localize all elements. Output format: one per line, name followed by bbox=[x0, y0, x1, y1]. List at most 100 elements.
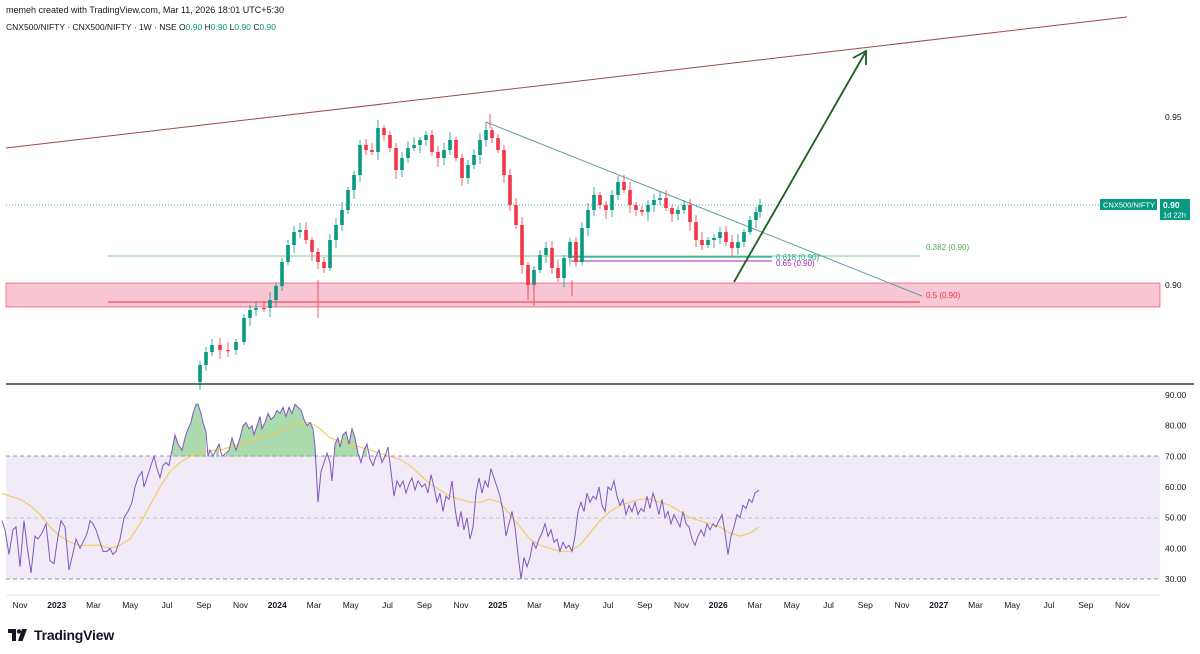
candle-body-18 bbox=[310, 240, 314, 252]
candle-body-29 bbox=[376, 128, 380, 152]
candle-body-49 bbox=[496, 138, 500, 150]
candle-body-72 bbox=[634, 205, 638, 210]
candle-body-80 bbox=[682, 205, 686, 210]
time-tick-5: Sep bbox=[196, 600, 211, 610]
candle-body-25 bbox=[352, 175, 356, 190]
candle-body-91 bbox=[748, 220, 752, 232]
candle-body-69 bbox=[616, 182, 620, 195]
fib-5-label: 0.5 (0.90) bbox=[926, 291, 961, 300]
tradingview-logo-icon bbox=[8, 629, 27, 641]
ohlc-open: 0.90 bbox=[185, 22, 203, 32]
candle-body-4 bbox=[218, 345, 222, 350]
candle-body-1 bbox=[198, 365, 202, 382]
tradingview-footer[interactable]: TradingView bbox=[8, 626, 114, 644]
candle-body-17 bbox=[304, 230, 308, 240]
time-tick-23: Sep bbox=[858, 600, 873, 610]
ohlc-high: 0.90 bbox=[210, 22, 228, 32]
candle-body-45 bbox=[472, 155, 476, 165]
candle-body-58 bbox=[550, 248, 554, 268]
price-tag-value: 0.90 bbox=[1163, 200, 1180, 210]
time-axis[interactable]: Nov 2023 Mar May Jul Sep Nov 2024 Mar May Jul Sep No… bbox=[12, 600, 1130, 610]
candle-body-15 bbox=[292, 232, 296, 245]
candle-body-33 bbox=[400, 158, 404, 170]
candle-body-27 bbox=[364, 145, 368, 150]
candle-body-11 bbox=[268, 300, 272, 308]
ohlc-low-label: L bbox=[229, 22, 235, 32]
candle-body-36 bbox=[418, 140, 422, 145]
candle-body-90 bbox=[742, 232, 746, 242]
time-tick-10: Jul bbox=[382, 600, 393, 610]
candle-body-52 bbox=[514, 205, 518, 225]
candle-body-92 bbox=[754, 212, 758, 220]
candle-body-38 bbox=[430, 135, 434, 152]
projection-arrow[interactable] bbox=[733, 49, 867, 283]
rsi-tick-6: 30.00 bbox=[1165, 574, 1187, 584]
rsi-band-fill bbox=[6, 456, 1160, 579]
rsi-pane bbox=[1, 403, 1160, 580]
candle-body-6 bbox=[234, 342, 238, 350]
rsi-tick-0: 90.00 bbox=[1165, 390, 1187, 400]
rsi-axis[interactable]: 90.00 80.00 70.00 60.00 50.00 40.00 30.00 bbox=[1165, 390, 1187, 584]
candle-body-71 bbox=[628, 190, 632, 205]
candle-body-43 bbox=[460, 158, 464, 178]
candle-body-50 bbox=[502, 150, 506, 175]
chart-header: memeh created with TradingView.com, Mar … bbox=[6, 5, 285, 15]
candle-body-48 bbox=[490, 130, 494, 138]
candle-body-23 bbox=[340, 210, 344, 225]
trend-line-upper[interactable] bbox=[5, 16, 1128, 149]
candle-body-39 bbox=[436, 152, 440, 158]
symbol-legend[interactable]: CNX500/NIFTY · CNX500/NIFTY · 1W · NSE O… bbox=[6, 22, 276, 32]
candle-body-19 bbox=[316, 252, 320, 262]
candle-body-59 bbox=[556, 268, 560, 278]
candle-body-85 bbox=[712, 238, 716, 240]
time-tick-29: Sep bbox=[1078, 600, 1093, 610]
candle-body-68 bbox=[610, 195, 614, 210]
candle-body-44 bbox=[466, 165, 470, 178]
candle-body-77 bbox=[664, 198, 668, 208]
candle-body-3 bbox=[210, 345, 214, 352]
candle-body-46 bbox=[478, 140, 482, 155]
candle-body-61 bbox=[568, 242, 572, 258]
candle-body-14 bbox=[286, 245, 290, 262]
candle-body-65 bbox=[592, 195, 596, 210]
candle-body-9 bbox=[254, 308, 258, 310]
rsi-tick-1: 80.00 bbox=[1165, 421, 1187, 431]
candle-body-64 bbox=[586, 210, 590, 228]
candle-body-84 bbox=[706, 240, 710, 245]
rsi-overbought-fill bbox=[172, 404, 388, 457]
symbol-title: CNX500/NIFTY · CNX500/NIFTY · 1W · NSE bbox=[6, 22, 177, 32]
last-price-tag: CNX500/NIFTY 0.90 1d 22h bbox=[1100, 199, 1190, 220]
candle-body-26 bbox=[358, 145, 362, 175]
candle-body-30 bbox=[382, 128, 386, 135]
descending-trend-line[interactable] bbox=[485, 121, 923, 297]
candle-body-37 bbox=[424, 135, 428, 140]
time-tick-9: May bbox=[343, 600, 360, 610]
time-tick-20: Mar bbox=[748, 600, 763, 610]
fib-65-label: 0.65 (0.90) bbox=[776, 259, 815, 268]
candle-body-10 bbox=[262, 308, 266, 310]
time-tick-28: Jul bbox=[1044, 600, 1055, 610]
price-axis[interactable]: 0.95 0.90 bbox=[1165, 112, 1182, 290]
candle-body-87 bbox=[724, 232, 728, 242]
candle-body-2 bbox=[204, 352, 208, 365]
time-tick-27: May bbox=[1004, 600, 1021, 610]
rsi-tick-3: 60.00 bbox=[1165, 482, 1187, 492]
candle-body-5 bbox=[226, 350, 230, 352]
candle-body-75 bbox=[652, 200, 656, 205]
candle-body-21 bbox=[328, 240, 332, 268]
candles bbox=[198, 114, 762, 390]
candle-body-76 bbox=[658, 198, 662, 200]
ohlc-close: 0.90 bbox=[259, 22, 276, 32]
fib-618-label: 0.618 (0.90) bbox=[776, 253, 819, 262]
candle-body-79 bbox=[676, 210, 680, 214]
candle-body-54 bbox=[526, 265, 530, 285]
time-tick-15: May bbox=[563, 600, 580, 610]
candle-body-88 bbox=[730, 242, 734, 248]
rsi-tick-5: 40.00 bbox=[1165, 543, 1187, 553]
time-tick-7: 2024 bbox=[268, 600, 287, 610]
candle-body-74 bbox=[646, 205, 650, 212]
candle-body-8 bbox=[248, 310, 252, 318]
candle-body-86 bbox=[718, 232, 722, 238]
support-zone bbox=[5, 282, 1161, 308]
